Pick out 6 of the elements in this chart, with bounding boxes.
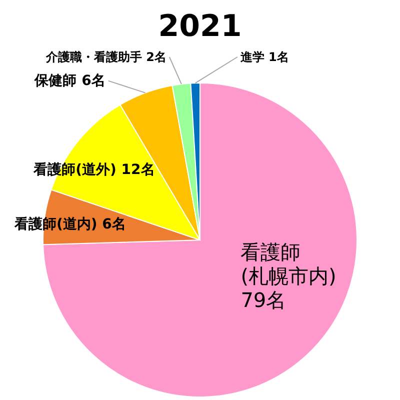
chart-title: 2021 — [158, 9, 242, 44]
slice-label: 保健師 6名 — [34, 72, 106, 89]
slice-label: 進学 1名 — [239, 50, 289, 64]
slice-label: 介護職・看護助手 2名 — [44, 50, 166, 64]
data-label: 79名 — [240, 288, 286, 312]
slice-label: 看護師(札幌市内) — [240, 240, 336, 288]
